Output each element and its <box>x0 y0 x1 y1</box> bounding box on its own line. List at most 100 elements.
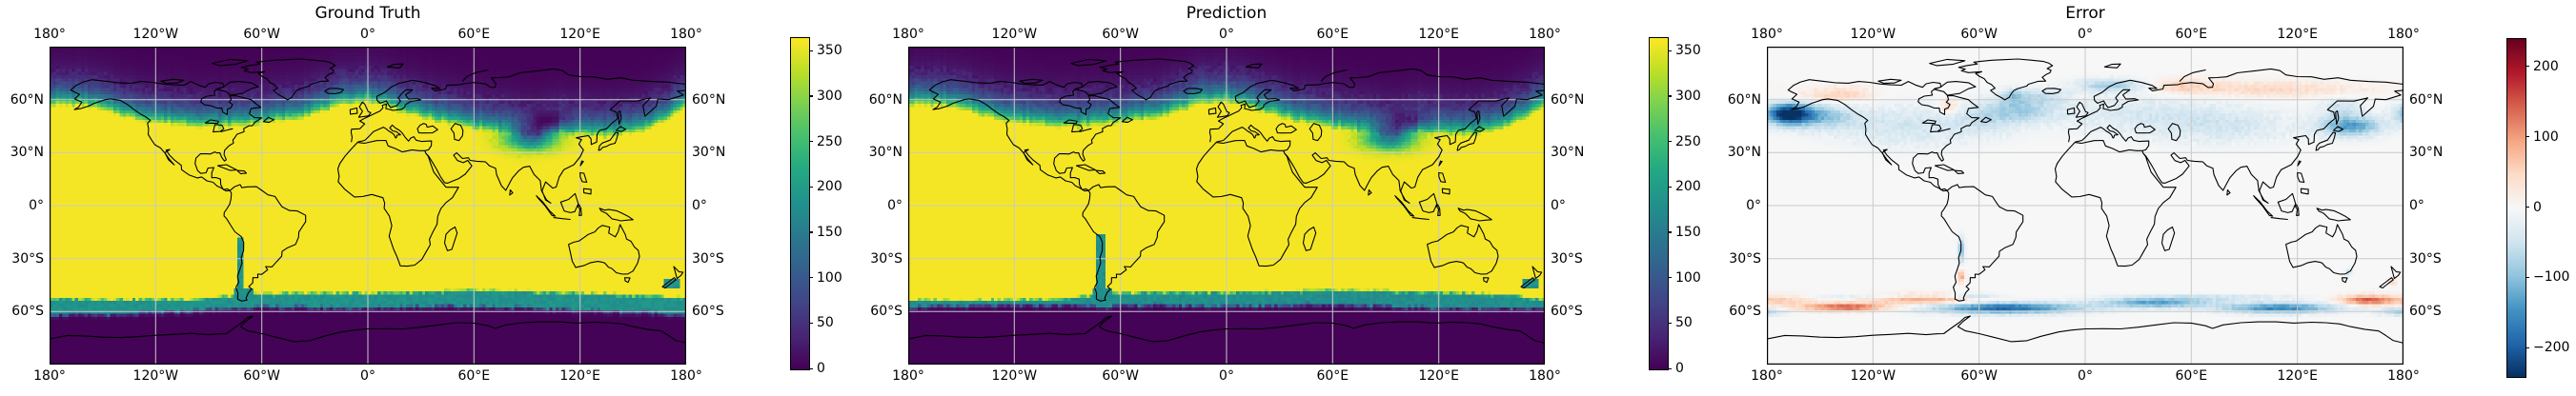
x-tick-label-top: 60°W <box>1102 27 1139 42</box>
y-tick-label-right: 0° <box>1551 198 1566 213</box>
map-overlay-svg <box>50 47 686 365</box>
y-tick-label-left: 30°S <box>11 250 44 267</box>
x-tick-label-bottom: 120°E <box>1418 368 1459 384</box>
colorbar-label: 100 <box>1675 269 1701 286</box>
x-tick-label-top: 0° <box>360 27 375 42</box>
x-tick-label-top: 60°E <box>457 27 491 42</box>
y-tick-label-right: 30°S <box>1551 250 1583 267</box>
map-plot <box>1767 47 2404 365</box>
colorbar-tick <box>2525 346 2529 349</box>
x-tick-label-bottom: 60°E <box>2175 368 2208 384</box>
colorbar <box>790 37 810 370</box>
colorbar-label: 50 <box>1675 315 1693 331</box>
x-tick-label-bottom: 0° <box>1219 368 1234 384</box>
colorbar-label: 300 <box>817 88 842 104</box>
x-tick-label-bottom: 180° <box>1529 368 1561 384</box>
panel-title: Error <box>2065 4 2105 23</box>
colorbar-tick <box>809 141 813 143</box>
y-tick-label-right: 30°N <box>1551 145 1585 161</box>
x-tick-label-top: 120°W <box>132 27 179 42</box>
colorbar-label: −200 <box>2533 340 2570 356</box>
colorbar-tick <box>809 231 813 233</box>
colorbar-label: 0 <box>1675 361 1684 376</box>
y-tick-label-left: 30°N <box>1727 145 1761 161</box>
map-plot <box>50 47 686 365</box>
x-tick-label-bottom: 120°E <box>2277 368 2318 384</box>
colorbar-tick <box>1668 50 1672 51</box>
y-tick-label-right: 30°S <box>2409 250 2442 267</box>
colorbar-tick <box>809 322 813 325</box>
map-plot <box>908 47 1545 365</box>
colorbar-label: 250 <box>817 133 842 149</box>
panel-prediction: Prediction 180° 180° 120°W 120°W 60°W 60°W 0° 0… <box>859 0 1717 396</box>
y-tick-label-right: 30°N <box>692 145 726 161</box>
y-tick-label-right: 60°N <box>2409 91 2444 108</box>
colorbar-label: 350 <box>817 43 842 59</box>
colorbar-label: 200 <box>1675 179 1701 195</box>
colorbar-tick <box>1668 322 1672 325</box>
x-tick-label-bottom: 180° <box>892 368 924 384</box>
map-overlay-svg <box>1767 47 2404 365</box>
x-tick-label-top: 60°W <box>1960 27 1998 42</box>
y-tick-label-left: 60°N <box>10 91 44 108</box>
x-tick-label-top: 60°W <box>243 27 280 42</box>
colorbar-label: 0 <box>2533 199 2542 215</box>
x-tick-label-top: 120°W <box>1850 27 1897 42</box>
colorbar-label: 200 <box>2533 58 2559 74</box>
y-tick-label-right: 30°N <box>2409 145 2444 161</box>
colorbar-label: 100 <box>817 269 842 286</box>
colorbar-label: 100 <box>2533 129 2559 145</box>
y-tick-label-left: 60°N <box>1727 91 1761 108</box>
x-tick-label-top: 180° <box>1751 27 1783 42</box>
colorbar-tick <box>2525 207 2529 208</box>
x-tick-label-bottom: 180° <box>1751 368 1783 384</box>
y-tick-label-right: 60°N <box>692 91 726 108</box>
colorbar-label: 300 <box>1675 88 1701 104</box>
x-tick-label-top: 0° <box>2078 27 2093 42</box>
x-tick-label-bottom: 60°W <box>1102 368 1139 384</box>
x-tick-label-bottom: 0° <box>2078 368 2093 384</box>
colorbar-tick <box>1668 231 1672 233</box>
x-tick-label-bottom: 180° <box>2387 368 2420 384</box>
x-tick-label-bottom: 0° <box>360 368 375 384</box>
y-tick-label-right: 60°S <box>2409 304 2442 320</box>
x-tick-label-bottom: 60°E <box>457 368 491 384</box>
colorbar-label: 150 <box>817 224 842 240</box>
x-tick-label-bottom: 120°W <box>132 368 179 384</box>
y-tick-label-left: 30°S <box>1729 250 1761 267</box>
colorbar-label: 150 <box>1675 224 1701 240</box>
y-tick-label-left: 0° <box>29 198 44 213</box>
colorbar-label: −100 <box>2533 269 2570 286</box>
x-tick-label-bottom: 120°W <box>991 368 1038 384</box>
x-tick-label-top: 60°E <box>2175 27 2208 42</box>
x-tick-label-top: 120°E <box>1418 27 1459 42</box>
y-tick-label-right: 60°N <box>1551 91 1585 108</box>
y-tick-label-left: 0° <box>887 198 903 213</box>
x-tick-label-top: 120°W <box>991 27 1038 42</box>
y-tick-label-left: 0° <box>1746 198 1761 213</box>
y-tick-label-right: 0° <box>2409 198 2424 213</box>
map-overlay-svg <box>908 47 1545 365</box>
colorbar-label: 50 <box>817 315 834 331</box>
colorbar-tick <box>809 95 813 97</box>
x-tick-label-top: 180° <box>670 27 702 42</box>
y-tick-label-left: 30°N <box>10 145 44 161</box>
x-tick-label-top: 60°E <box>1316 27 1349 42</box>
colorbar-tick <box>2525 136 2529 138</box>
y-tick-label-left: 30°N <box>868 145 903 161</box>
colorbar-label: 250 <box>1675 133 1701 149</box>
panel-error: Error 180° 180° 120°W 120°W 60°W 60°W 0° 0° 60°E… <box>1717 0 2576 396</box>
x-tick-label-bottom: 180° <box>670 368 702 384</box>
y-tick-label-right: 60°S <box>1551 304 1583 320</box>
y-tick-label-right: 60°S <box>692 304 724 320</box>
colorbar-tick <box>1668 367 1672 369</box>
colorbar-label: 200 <box>817 179 842 195</box>
colorbar-label: 0 <box>817 361 825 376</box>
x-tick-label-top: 120°E <box>2277 27 2318 42</box>
colorbar <box>2506 38 2526 378</box>
y-tick-label-right: 0° <box>692 198 707 213</box>
x-tick-label-bottom: 120°W <box>1850 368 1897 384</box>
x-tick-label-bottom: 60°W <box>243 368 280 384</box>
colorbar-tick <box>809 186 813 188</box>
